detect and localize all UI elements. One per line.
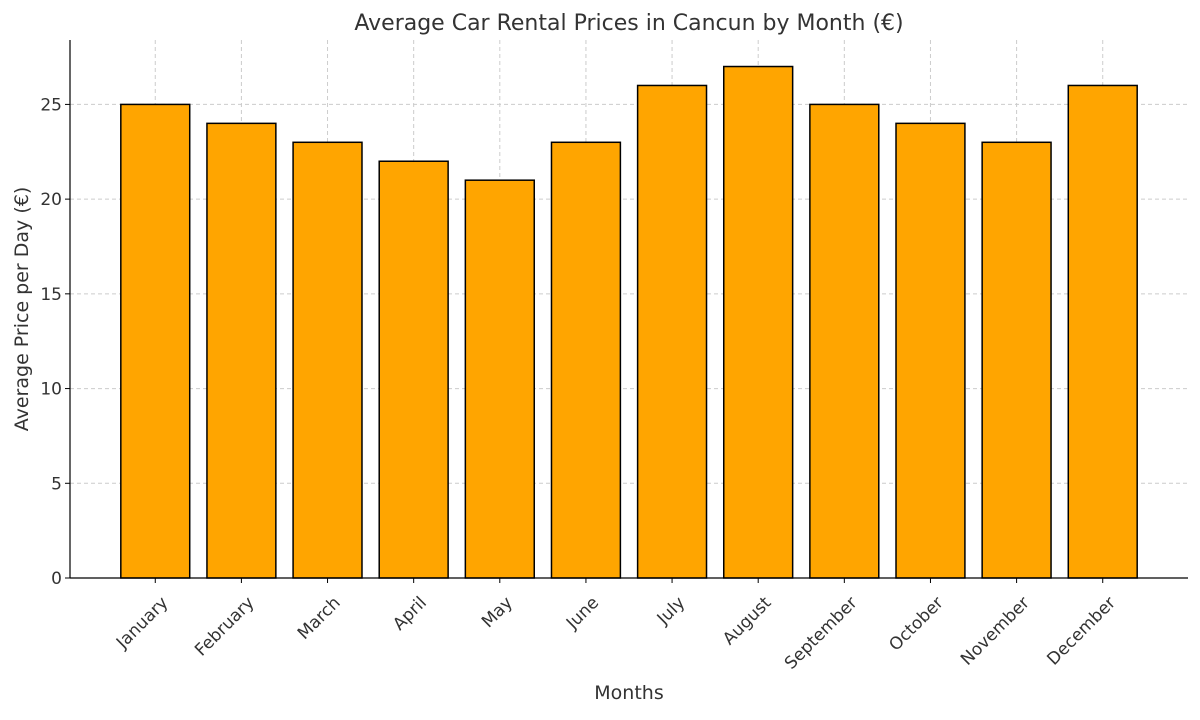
y-tick-label: 0 — [51, 569, 62, 589]
x-tick-label: August — [719, 593, 775, 649]
x-tick-label: November — [957, 593, 1034, 670]
chart-title: Average Car Rental Prices in Cancun by M… — [354, 11, 903, 36]
bar-june — [550, 141, 622, 579]
x-tick-label: April — [389, 593, 431, 635]
x-ticks: January February March April May June July Augu… — [112, 578, 1120, 674]
x-tick-label: October — [885, 593, 947, 655]
bar-april — [378, 160, 449, 579]
bar-october — [895, 122, 966, 579]
x-tick-label: January — [112, 593, 172, 653]
bar-july — [636, 84, 708, 579]
y-tick-label: 15 — [40, 285, 62, 305]
x-tick-label: February — [191, 593, 258, 660]
bars — [120, 65, 1138, 579]
y-tick-label: 10 — [40, 380, 62, 400]
y-axis-label: Average Price per Day (€) — [11, 187, 33, 432]
y-tick-label: 5 — [51, 474, 62, 494]
x-tick-label: December — [1043, 593, 1119, 669]
bar-december — [1067, 84, 1138, 579]
bar-september — [809, 103, 880, 579]
x-tick-label: July — [653, 593, 689, 629]
bar-january — [120, 103, 191, 579]
x-axis-label: Months — [594, 682, 663, 704]
y-tick-label: 20 — [40, 190, 62, 210]
x-tick-label: September — [781, 593, 862, 674]
bar-march — [292, 141, 363, 579]
x-tick-label: March — [294, 593, 345, 644]
x-tick-label: June — [562, 593, 603, 634]
bar-august — [722, 65, 794, 579]
bar-november — [981, 141, 1052, 579]
x-tick-label: May — [478, 593, 517, 632]
axes — [69, 40, 1188, 579]
bar-may — [464, 179, 536, 579]
bar-february — [206, 122, 277, 579]
y-tick-label: 25 — [40, 95, 62, 115]
y-ticks: 0 5 10 15 20 25 — [40, 95, 70, 589]
